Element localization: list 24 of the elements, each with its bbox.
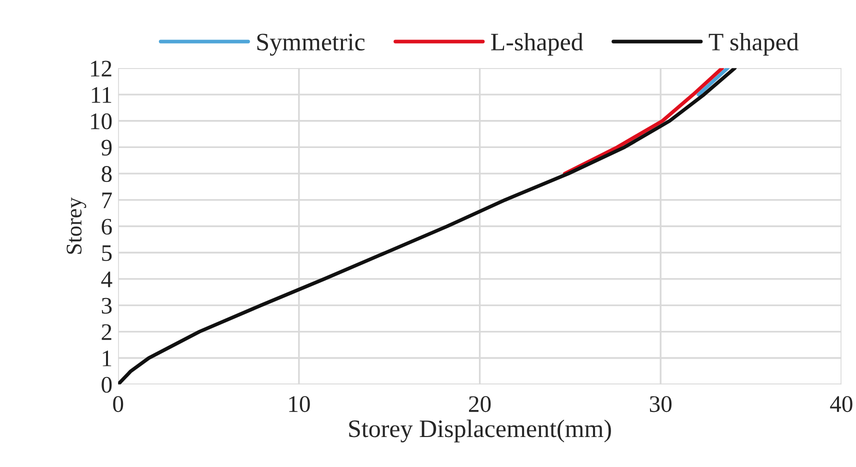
- y-tick-label: 2: [102, 324, 112, 340]
- x-tick-label: 10: [289, 396, 310, 412]
- y-tick-label: 7: [102, 192, 112, 208]
- y-tick-label: 11: [92, 87, 112, 103]
- y-tick-label: 3: [102, 298, 112, 314]
- y-tick-label: 1: [102, 350, 112, 366]
- y-tick-label: 12: [91, 60, 112, 76]
- y-tick-label: 6: [102, 218, 112, 235]
- x-tick-label: 20: [469, 396, 491, 412]
- y-tick-label: 4: [101, 272, 112, 288]
- x-tick-label: 40: [830, 396, 852, 412]
- y-tick-label: 9: [102, 140, 112, 156]
- line-series: [562, 68, 724, 176]
- x-axis-title: Storey Displacement(mm): [349, 420, 611, 442]
- legend-label: Symmetric: [257, 34, 365, 56]
- y-axis-title: Storey: [66, 197, 86, 254]
- y-tick-label: 5: [102, 245, 112, 262]
- y-tick-label: 10: [91, 113, 112, 130]
- legend-label: L-shaped: [491, 32, 584, 56]
- x-tick-label: 0: [113, 396, 124, 412]
- legend-label: T shaped: [708, 32, 799, 56]
- y-tick-label: 8: [102, 166, 112, 182]
- x-tick-label: 30: [650, 396, 672, 412]
- y-tick-label: 0: [102, 376, 112, 393]
